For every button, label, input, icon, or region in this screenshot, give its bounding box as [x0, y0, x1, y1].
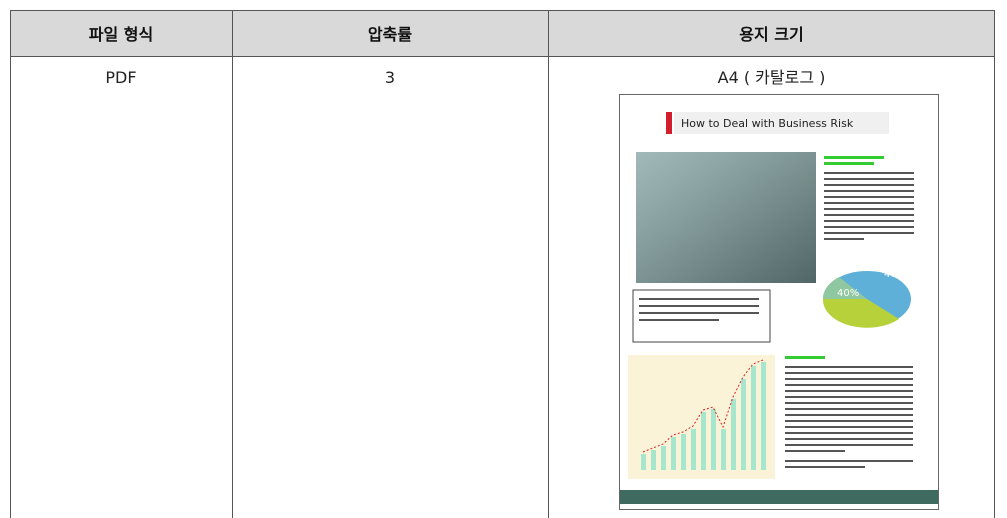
cell: PDF [10, 66, 232, 90]
header-cell: 용지 크기 [548, 10, 995, 57]
footer-bar [620, 490, 938, 504]
pie-label: 40% [837, 288, 859, 299]
title-mark [666, 112, 672, 134]
pie-label: 40% [884, 269, 906, 280]
header-cell: 파일 형식 [10, 10, 232, 57]
page: 파일 형식 압축률 용지 크기 PDF 3 A4 ( 카탈로그 ) How to… [0, 0, 1007, 518]
catalog-thumbnail: How to Deal with Business Risk 40% 40% [619, 94, 939, 510]
header-cell: 압축률 [232, 10, 548, 57]
cell: 3 [232, 66, 548, 90]
callout [633, 290, 770, 342]
cell: A4 ( 카탈로그 ) [548, 66, 995, 90]
thumb-title: How to Deal with Business Risk [681, 117, 854, 130]
photo-shade [636, 152, 816, 283]
